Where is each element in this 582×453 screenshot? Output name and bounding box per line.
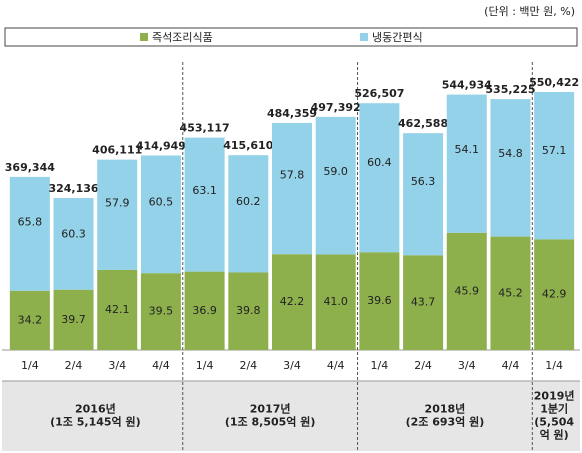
bar-segment <box>446 232 487 350</box>
value-label: 34.2 <box>18 313 43 326</box>
x-tick-label: 2/4 <box>239 359 257 372</box>
bar-segment <box>446 94 487 233</box>
bar-segment <box>184 271 225 350</box>
x-tick-label: 4/4 <box>152 359 170 372</box>
bar-segment <box>228 272 269 350</box>
group-row <box>2 381 580 451</box>
bar-segment <box>403 255 444 350</box>
value-label: 39.8 <box>236 304 261 317</box>
value-label: 43.7 <box>411 296 436 309</box>
group-label: (2조 693억 원) <box>406 415 485 429</box>
group-label: 2019년 <box>534 389 575 403</box>
bar-segment <box>490 99 531 237</box>
legend-label: 즉석조리식품 <box>152 31 213 44</box>
unit-note: (단위 : 백만 원, %) <box>484 5 575 18</box>
group-label: 1분기 <box>540 402 568 416</box>
bar-segment <box>97 269 138 350</box>
value-label: 39.6 <box>367 294 392 307</box>
group-label: (1조 5,145억 원) <box>50 415 141 429</box>
bar-segment <box>272 122 312 255</box>
bar-segment <box>359 103 400 253</box>
total-label: 484,359 <box>267 107 317 120</box>
bar-segment <box>403 133 444 256</box>
x-tick-label: 4/4 <box>327 359 345 372</box>
group-label: (1조 8,505억 원) <box>225 415 316 429</box>
x-tick-label: 3/4 <box>108 359 126 372</box>
bar-segment <box>534 239 575 350</box>
bar-segment <box>228 155 269 273</box>
value-label: 65.8 <box>18 215 43 228</box>
total-label: 544,934 <box>442 79 492 92</box>
value-label: 59.0 <box>323 165 348 178</box>
x-tick-label: 2/4 <box>65 359 83 372</box>
value-label: 45.9 <box>455 284 480 297</box>
total-label: 526,507 <box>354 87 404 100</box>
bar-segment <box>315 116 356 255</box>
total-label: 414,949 <box>136 140 186 153</box>
bar-segment <box>140 273 181 350</box>
x-tick-label: 3/4 <box>283 359 301 372</box>
group-label: 2016년 <box>75 402 116 416</box>
bar-segment <box>53 198 94 290</box>
value-label: 56.3 <box>411 175 436 188</box>
x-tick-label: 4/4 <box>502 359 520 372</box>
value-label: 57.1 <box>542 144 567 157</box>
value-label: 39.5 <box>149 305 174 318</box>
value-label: 60.3 <box>61 228 86 241</box>
legend-swatch <box>360 33 368 41</box>
bar-segment <box>97 159 138 270</box>
value-label: 63.1 <box>192 184 217 197</box>
group-label: (5,504 <box>534 416 574 429</box>
x-tick-label: 1/4 <box>196 359 214 372</box>
x-tick-label: 3/4 <box>458 359 476 372</box>
group-label: 2017년 <box>250 402 291 416</box>
value-label: 45.2 <box>498 286 523 299</box>
legend-swatch <box>140 33 148 41</box>
group-label: 2018년 <box>425 402 466 416</box>
value-label: 36.9 <box>192 304 217 317</box>
bar-segment <box>272 254 312 350</box>
value-label: 57.8 <box>280 168 305 181</box>
group-label: 억 원) <box>540 428 569 442</box>
bar-segment <box>53 289 94 350</box>
bar-segment <box>140 155 181 274</box>
legend <box>4 27 578 47</box>
bar-segment <box>359 252 400 350</box>
x-tick-label: 1/4 <box>21 359 39 372</box>
x-tick-label: 1/4 <box>371 359 389 372</box>
value-label: 60.5 <box>149 196 174 209</box>
x-tick-label: 1/4 <box>545 359 563 372</box>
total-label: 535,225 <box>485 83 535 96</box>
bar-segment <box>184 137 225 272</box>
bar-segment <box>534 92 575 240</box>
total-label: 550,422 <box>529 76 579 89</box>
bar-segment <box>9 176 50 291</box>
value-label: 39.7 <box>61 313 86 326</box>
total-label: 369,344 <box>5 161 55 174</box>
total-label: 497,392 <box>311 101 361 114</box>
bar-segment <box>9 290 50 350</box>
value-label: 54.8 <box>498 147 523 160</box>
legend-label: 냉동간편식 <box>372 31 423 44</box>
value-label: 54.1 <box>455 143 480 156</box>
total-label: 406,111 <box>92 144 142 157</box>
bar-segment <box>315 254 356 350</box>
value-label: 60.4 <box>367 156 392 169</box>
bar-segment <box>490 236 531 350</box>
x-tick-label: 2/4 <box>414 359 432 372</box>
total-label: 462,588 <box>398 117 448 130</box>
total-label: 453,117 <box>180 122 230 135</box>
total-label: 324,136 <box>48 182 98 195</box>
value-label: 42.9 <box>542 288 567 301</box>
value-label: 42.1 <box>105 303 130 316</box>
total-label: 415,610 <box>223 139 273 152</box>
value-label: 60.2 <box>236 195 261 208</box>
value-label: 57.9 <box>105 197 130 210</box>
value-label: 41.0 <box>323 295 348 308</box>
value-label: 42.2 <box>280 295 305 308</box>
